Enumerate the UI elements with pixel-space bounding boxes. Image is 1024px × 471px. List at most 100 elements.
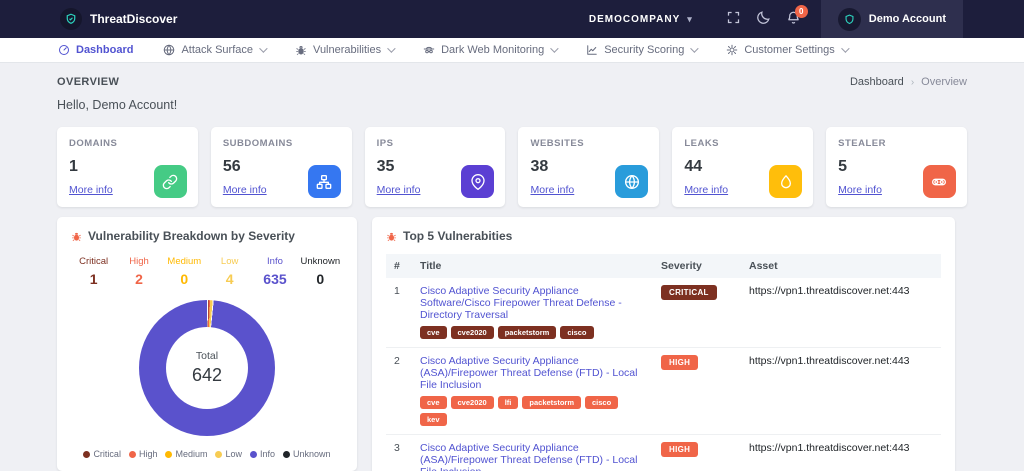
tag-badge: lfi [497, 396, 519, 409]
moon-icon [756, 10, 771, 28]
nav-item-customer-settings[interactable]: Customer Settings [726, 44, 850, 56]
account-menu[interactable]: Demo Account [820, 0, 963, 38]
row-asset: https://vpn1.threatdiscover.net:443 [741, 278, 941, 348]
legend-dot-icon [128, 450, 136, 458]
severity-badge: HIGH [661, 442, 699, 457]
more-info-link[interactable]: More info [222, 184, 267, 196]
legend-label: Medium [175, 449, 208, 459]
donut-total-value: 642 [191, 365, 223, 385]
nav-item-label: Attack Surface [181, 44, 254, 56]
vulnerability-link[interactable]: Cisco Adaptive Security Appliance (ASA)/… [420, 442, 638, 471]
nav-item-dashboard[interactable]: Dashboard [58, 44, 133, 56]
chevron-down-icon [690, 44, 699, 53]
donut-center: Total 642 [166, 327, 248, 409]
globe-icon [624, 174, 640, 190]
legend-item-medium[interactable]: Medium [165, 449, 207, 459]
stat-cards-row: DOMAINS 1 More info SUBDOMAINS 56 More info IP… [57, 127, 967, 207]
stat-card-value: 56 [222, 158, 241, 175]
severity-stat-value: 4 [225, 271, 234, 287]
more-info-link[interactable]: More info [376, 184, 421, 196]
row-number: 1 [386, 278, 412, 348]
globe-icon [163, 44, 175, 56]
severity-stat-label: Unknown [300, 256, 341, 267]
header-actions: DEMOCOMPANY ▾ 0 Demo Account [589, 0, 1024, 38]
bug-icon [71, 231, 82, 242]
bug-icon [386, 231, 397, 242]
legend-item-high[interactable]: High [128, 449, 157, 459]
table-header-num: # [386, 254, 412, 278]
fullscreen-button[interactable] [719, 0, 749, 38]
more-info-link[interactable]: More info [69, 184, 113, 196]
table-row: 3 Cisco Adaptive Security Appliance (ASA)… [386, 434, 941, 471]
more-info-link[interactable]: More info [838, 184, 882, 196]
legend-label: Info [260, 449, 276, 459]
stat-card-subdomains: SUBDOMAINS 56 More info [210, 127, 352, 207]
map-pin-icon [470, 173, 486, 190]
stat-card-icon-box [922, 165, 956, 198]
row-title-cell: Cisco Adaptive Security Appliance (ASA)/… [412, 347, 653, 435]
table-header-title: Title [412, 254, 653, 278]
severity-stat-value: 2 [135, 271, 143, 287]
table-row: 1 Cisco Adaptive Security Appliance Softw… [386, 278, 941, 348]
severity-badge: CRITICAL [661, 285, 717, 300]
dark-mode-button[interactable] [749, 0, 779, 38]
breadcrumb-dashboard-link[interactable]: Dashboard [849, 76, 904, 88]
notifications-button[interactable]: 0 [779, 0, 809, 38]
nav-item-security-scoring[interactable]: Security Scoring [586, 44, 699, 56]
table-header-asset: Asset [741, 254, 941, 278]
severity-stat-value: 635 [263, 271, 287, 287]
link-icon [162, 174, 178, 190]
sitemap-icon [316, 174, 332, 190]
company-selector[interactable]: DEMOCOMPANY ▾ [589, 0, 693, 38]
legend-item-low[interactable]: Low [215, 449, 242, 459]
stat-card-value: 44 [684, 158, 703, 175]
tag-badge: cve2020 [450, 326, 494, 339]
expand-icon [726, 10, 741, 28]
stat-card-value: 1 [69, 158, 78, 175]
legend-dot-icon [165, 450, 173, 458]
page-title: OVERVIEW [57, 76, 120, 88]
tag-badge: kev [420, 413, 447, 426]
tag-badge: cve [420, 326, 447, 339]
legend-label: Unknown [293, 449, 331, 459]
nav-item-label: Dark Web Monitoring [441, 44, 545, 56]
legend-item-critical[interactable]: Critical [83, 449, 121, 459]
row-asset: https://vpn1.threatdiscover.net:443 [741, 434, 941, 471]
vulnerability-link[interactable]: Cisco Adaptive Security Appliance Softwa… [420, 285, 622, 321]
spy-mask-icon [423, 44, 435, 56]
vuln-panel-title: Top 5 Vulnerabities [403, 229, 513, 243]
nav-item-dark-web-monitoring[interactable]: Dark Web Monitoring [423, 44, 559, 56]
vulnerability-link[interactable]: Cisco Adaptive Security Appliance (ASA)/… [420, 355, 638, 391]
severity-stat-label: Info [267, 256, 283, 267]
tag-list: cve cve2020 lfi packetstorm cisco kev [420, 396, 645, 426]
breadcrumb-separator-icon: › [910, 76, 915, 88]
caret-down-icon: ▾ [687, 13, 693, 24]
severity-stat-value: 0 [316, 271, 325, 287]
legend-item-info[interactable]: Info [250, 449, 275, 459]
stat-card-label: IPS [376, 138, 394, 149]
legend-label: Low [225, 449, 242, 459]
stat-card-label: SUBDOMAINS [222, 138, 293, 149]
table-row: 2 Cisco Adaptive Security Appliance (ASA)… [386, 347, 941, 435]
table-header-severity: Severity [653, 254, 741, 278]
tag-badge: cve2020 [450, 396, 494, 409]
nav-item-vulnerabilities[interactable]: Vulnerabilities [295, 44, 396, 56]
nav-item-label: Customer Settings [744, 44, 835, 56]
droplet-icon [778, 174, 794, 190]
account-name: Demo Account [868, 13, 946, 25]
brand[interactable]: ThreatDiscover [60, 0, 177, 38]
legend-dot-icon [283, 450, 291, 458]
legend-item-unknown[interactable]: Unknown [283, 449, 331, 459]
nav-item-attack-surface[interactable]: Attack Surface [163, 44, 268, 56]
stat-card-icon-box [153, 165, 187, 198]
chevron-down-icon [387, 44, 396, 53]
brand-name: ThreatDiscover [90, 12, 178, 26]
top-header: ThreatDiscover DEMOCOMPANY ▾ 0 Demo Acco… [0, 0, 1024, 38]
severity-donut-chart: Total 642 [139, 300, 275, 436]
more-info-link[interactable]: More info [530, 184, 575, 196]
gear-icon [726, 44, 738, 56]
top-vulnerabilities-panel: Top 5 Vulnerabities # Title Severity Asset … [372, 217, 955, 471]
more-info-link[interactable]: More info [684, 184, 729, 196]
stat-card-icon-box [461, 165, 495, 198]
severity-stat-high: High 2 [116, 256, 161, 287]
